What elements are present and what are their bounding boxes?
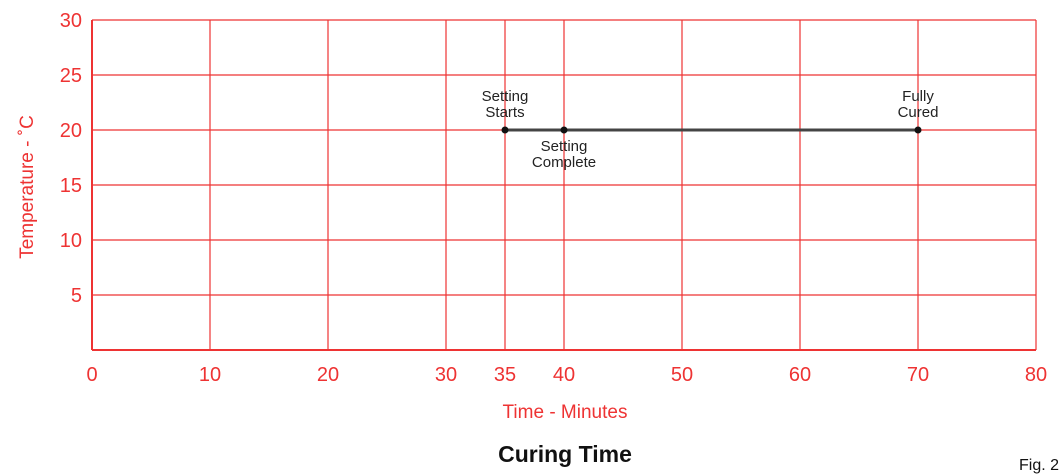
x-tick-label: 35: [494, 364, 516, 386]
annotation-label: Complete: [532, 154, 596, 171]
y-tick-label: 10: [60, 230, 82, 252]
data-point: [560, 126, 568, 134]
figure-label: Fig. 2: [1019, 457, 1059, 474]
annotation-label: Starts: [485, 104, 524, 121]
series: [501, 126, 922, 134]
annotation-label: Cured: [898, 104, 939, 121]
y-tick-label: 25: [60, 65, 82, 87]
annotation-label: Setting: [541, 138, 588, 155]
x-tick-label: 10: [199, 364, 221, 386]
tick-labels: 0 10 20 30 35 40 50 60 70 80 5 10 15 20 25 30: [60, 10, 1047, 386]
x-tick-label: 30: [435, 364, 457, 386]
annotation-label: Setting: [482, 88, 529, 105]
x-tick-label: 50: [671, 364, 693, 386]
x-tick-label: 40: [553, 364, 575, 386]
y-tick-label: 30: [60, 10, 82, 32]
y-axis-title: Temperature - ˚C: [17, 115, 38, 259]
data-point: [914, 126, 922, 134]
annotation-label: Fully: [902, 88, 934, 105]
x-tick-label: 70: [907, 364, 929, 386]
y-tick-label: 20: [60, 120, 82, 142]
x-tick-label: 80: [1025, 364, 1047, 386]
x-tick-label: 60: [789, 364, 811, 386]
x-tick-label: 0: [86, 364, 97, 386]
x-axis-title: Time - Minutes: [503, 402, 628, 423]
data-point: [501, 126, 509, 134]
grid: [91, 19, 1037, 351]
x-tick-label: 20: [317, 364, 339, 386]
chart-title: Curing Time: [498, 441, 632, 467]
y-tick-label: 5: [71, 285, 82, 307]
y-tick-label: 15: [60, 175, 82, 197]
